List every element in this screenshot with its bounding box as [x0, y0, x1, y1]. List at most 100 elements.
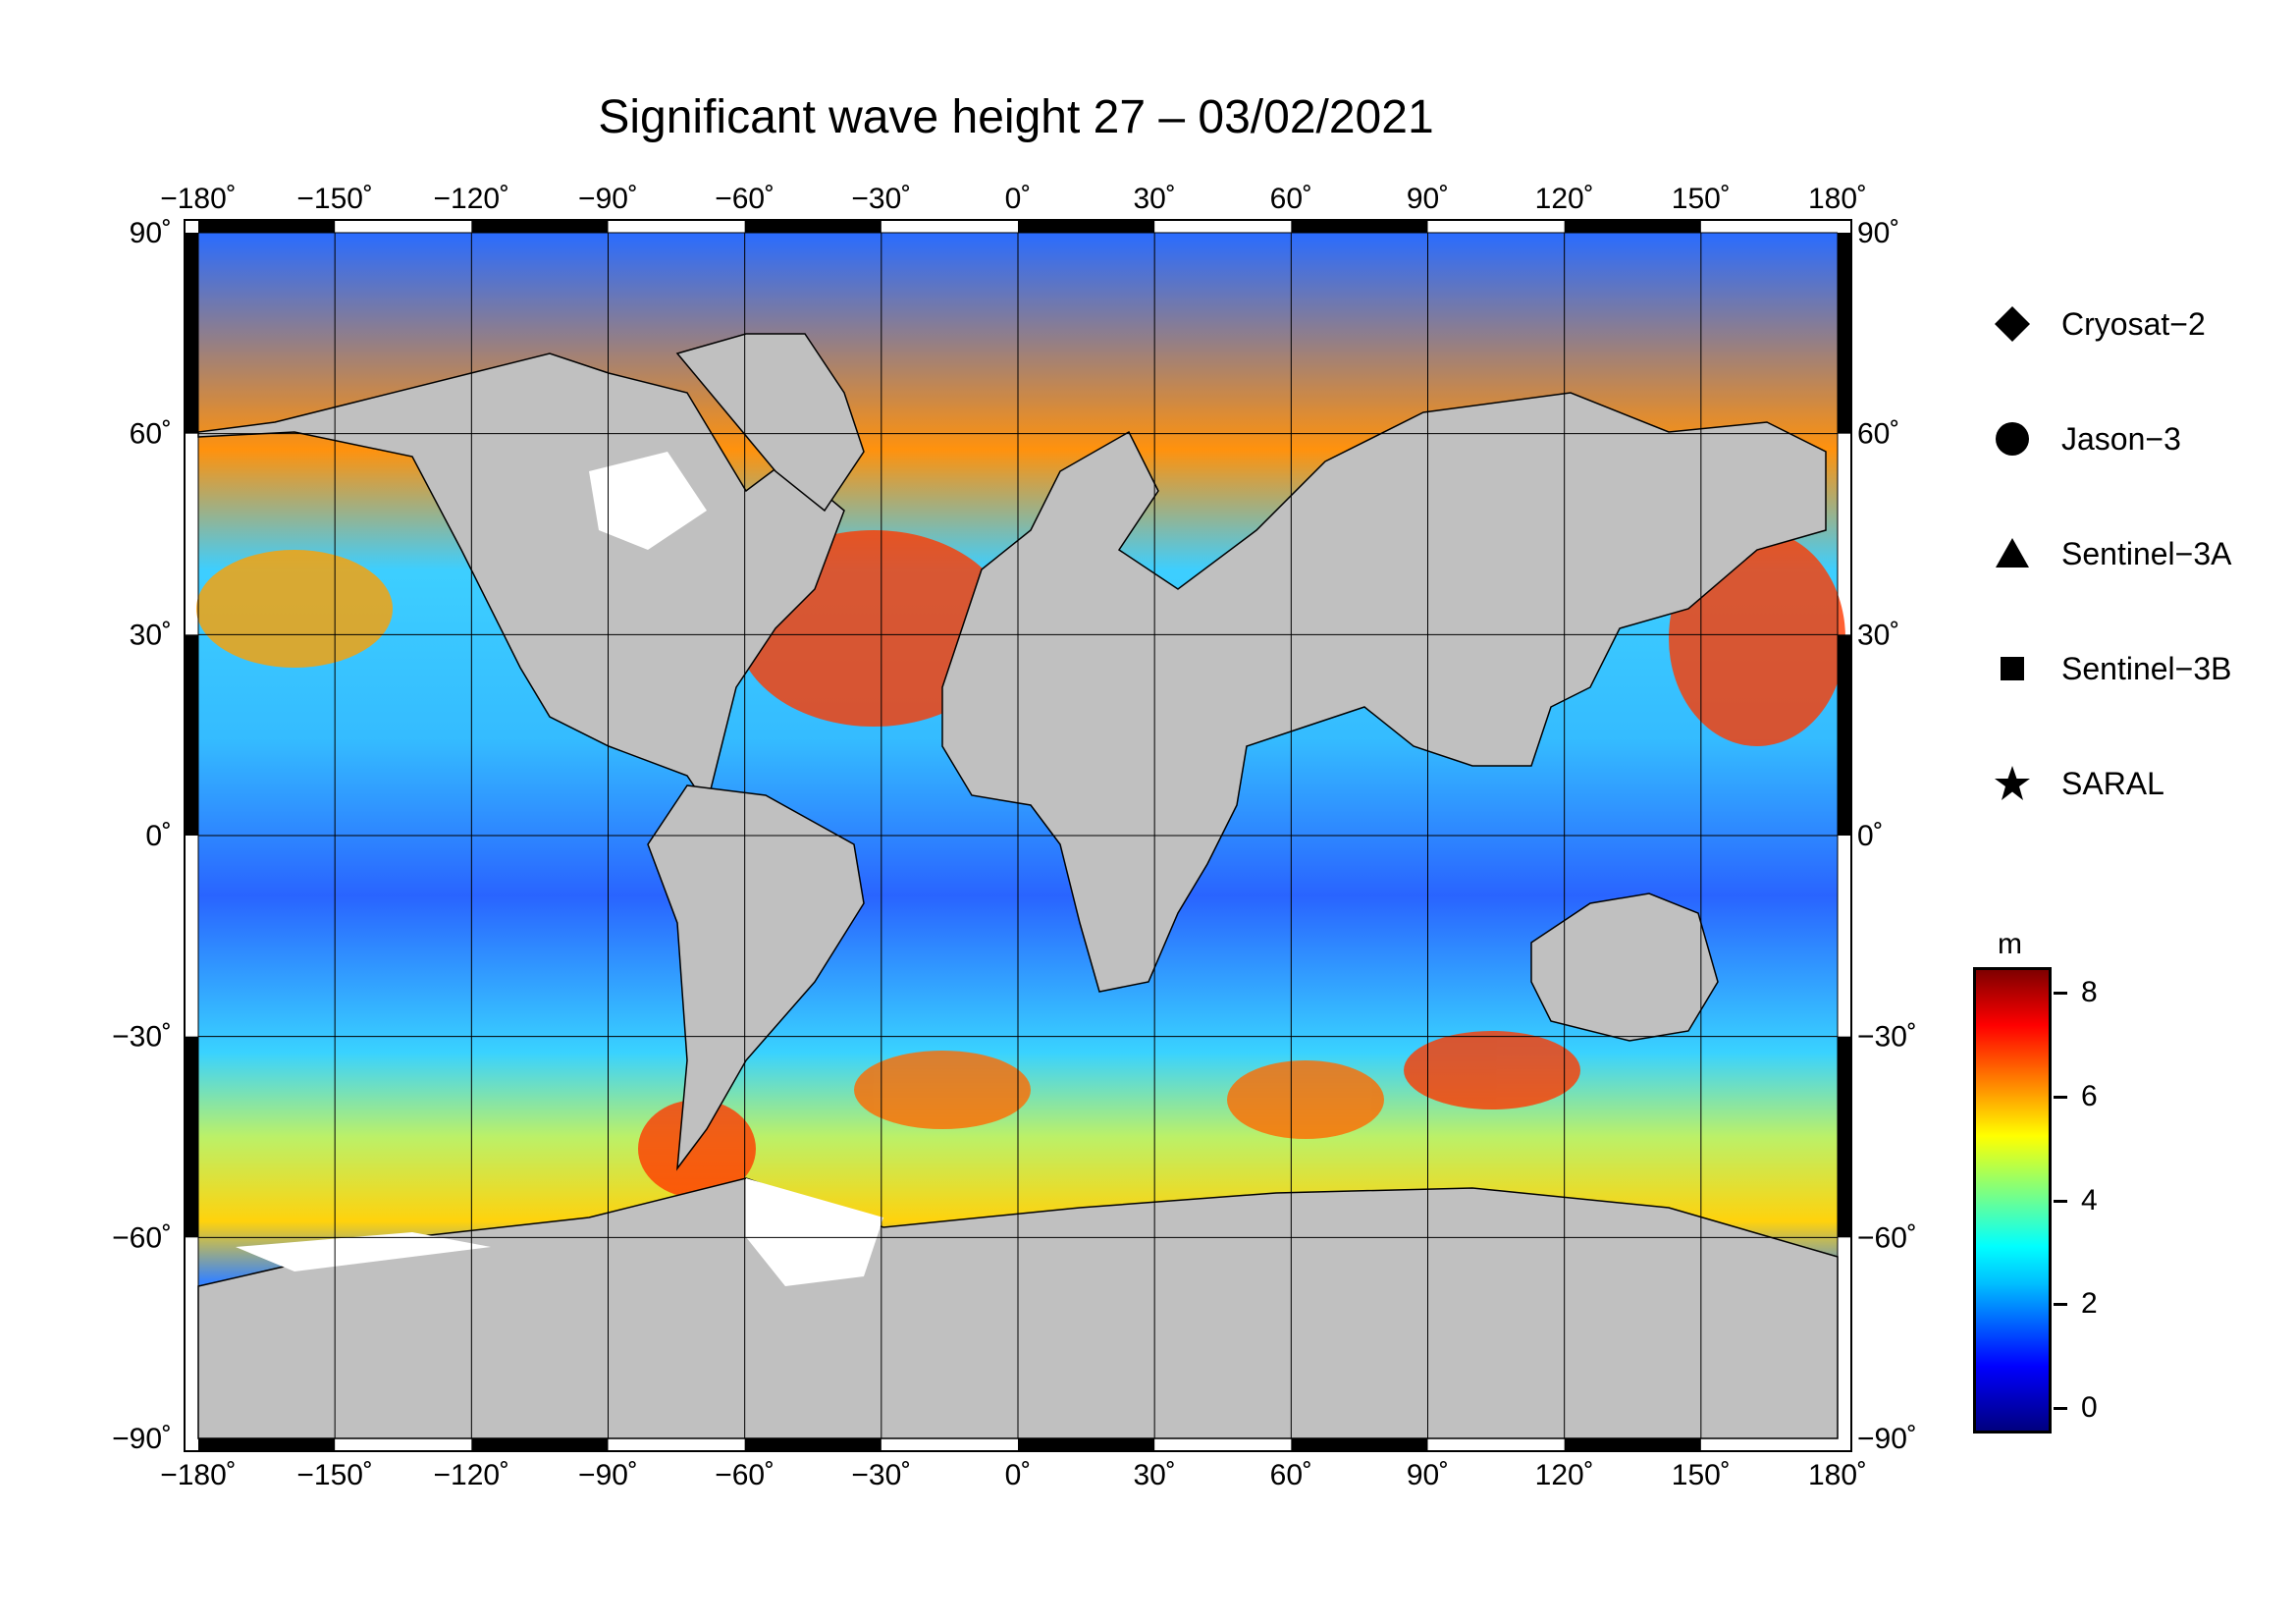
southern-ocean-hotspot-4	[638, 1100, 756, 1198]
lon-tick-label: 60˚	[1270, 1459, 1312, 1491]
north-pacific-east-hotspot	[196, 550, 393, 668]
diamond-icon	[1993, 304, 2032, 344]
lat-tick-label: 90˚	[130, 217, 172, 249]
lat-tick-label: −30˚	[1857, 1021, 1917, 1054]
legend-label: Cryosat−2	[2061, 305, 2206, 342]
frame-bar	[185, 233, 198, 434]
lon-tick-label: 120˚	[1535, 183, 1594, 215]
lat-tick-label: −90˚	[112, 1423, 172, 1455]
southern-ocean-hotspot-3	[1404, 1031, 1580, 1109]
lon-tick-label: 90˚	[1407, 183, 1449, 215]
colorbar	[1973, 967, 2052, 1434]
colorbar-tick-label: 0	[2081, 1390, 2098, 1424]
frame-bar	[1838, 233, 1851, 434]
lon-labels-top: −180˚ −150˚ −120˚ −90˚ −60˚ −30˚ 0˚ 30˚ 60˚ 90˚ 12…	[160, 183, 1867, 215]
south-america	[647, 784, 865, 1171]
lon-tick-label: 0˚	[1005, 1459, 1032, 1491]
colorbar-tick-label: 6	[2081, 1079, 2098, 1112]
lon-tick-label: −90˚	[578, 1459, 638, 1491]
lat-tick-label: 60˚	[130, 418, 172, 451]
lat-tick-label: 30˚	[1857, 619, 1899, 651]
colorbar-tick	[2054, 1406, 2067, 1410]
antarctic-ice	[746, 1178, 883, 1286]
legend-label: SARAL	[2061, 765, 2164, 801]
colorbar-tick	[2054, 992, 2067, 996]
lat-labels-left: 90˚ 60˚ 30˚ 0˚ −30˚ −60˚ −90˚	[112, 217, 172, 1455]
frame-bar	[1291, 1438, 1428, 1451]
frame-bar	[185, 634, 198, 836]
frame-bar	[185, 1036, 198, 1238]
frame-bar	[1564, 220, 1701, 233]
lat-tick-label: 0˚	[145, 820, 172, 852]
legend-label: Jason−3	[2061, 420, 2181, 457]
frame-bar	[1838, 1036, 1851, 1238]
lon-tick-label: 120˚	[1535, 1459, 1594, 1491]
frame-bar	[744, 1438, 881, 1451]
frame-bar	[744, 220, 881, 233]
frame-bar	[471, 1438, 609, 1451]
map-title: Significant wave height 27 – 03/02/2021	[598, 91, 1434, 143]
frame-bar	[198, 1438, 336, 1451]
north-america	[197, 352, 845, 807]
circle-icon	[1993, 419, 2032, 459]
southern-ocean-hotspot-1	[854, 1051, 1031, 1129]
legend-item-jason: Jason−3	[1993, 409, 2181, 468]
southern-ocean-hotspot-2	[1227, 1060, 1384, 1139]
frame-bar	[471, 220, 609, 233]
frame-bar	[1018, 1438, 1155, 1451]
lon-tick-label: 60˚	[1270, 183, 1312, 215]
africa-eurasia	[941, 392, 1827, 993]
lat-tick-label: 0˚	[1857, 820, 1884, 852]
frame-bar	[1564, 1438, 1701, 1451]
lon-tick-label: 90˚	[1407, 1459, 1449, 1491]
frame-bar	[1291, 220, 1428, 233]
colorbar-tick-label: 8	[2081, 976, 2098, 1009]
lon-tick-label: 30˚	[1133, 183, 1175, 215]
ross-ice	[236, 1232, 491, 1271]
lon-tick-label: 30˚	[1133, 1459, 1175, 1491]
australia	[1530, 893, 1719, 1042]
lon-tick-label: −180˚	[160, 183, 237, 215]
lat-tick-label: −30˚	[112, 1021, 172, 1054]
greenland	[675, 333, 865, 513]
lon-tick-label: −180˚	[160, 1459, 237, 1491]
lon-tick-label: −120˚	[434, 183, 510, 215]
hotspots	[196, 530, 1845, 1198]
lon-tick-label: 150˚	[1672, 1459, 1731, 1491]
lon-tick-label: 180˚	[1808, 1459, 1867, 1491]
colorbar-tick	[2054, 1303, 2067, 1307]
lat-tick-label: 30˚	[130, 619, 172, 651]
square-icon	[1993, 649, 2032, 688]
legend-item-sentinel-3a: Sentinel−3A	[1993, 524, 2231, 583]
lon-tick-label: −60˚	[715, 1459, 774, 1491]
lat-labels-right: 90˚ 60˚ 30˚ 0˚ −30˚ −60˚ −90˚	[1857, 217, 1917, 1455]
frame-bar	[1018, 220, 1155, 233]
frame-bar	[1838, 634, 1851, 836]
lon-tick-label: −30˚	[851, 1459, 911, 1491]
lon-tick-label: 180˚	[1808, 183, 1867, 215]
lon-tick-label: −30˚	[851, 183, 911, 215]
lon-tick-label: 150˚	[1672, 183, 1731, 215]
lon-tick-label: −90˚	[578, 183, 638, 215]
lat-tick-label: 90˚	[1857, 217, 1899, 249]
lat-tick-label: −60˚	[1857, 1221, 1917, 1254]
lat-tick-label: −60˚	[112, 1221, 172, 1254]
legend-item-cryosat: Cryosat−2	[1993, 295, 2206, 353]
frame-bar	[198, 220, 336, 233]
colorbar-tick	[2054, 1095, 2067, 1099]
legend-label: Sentinel−3A	[2061, 535, 2232, 571]
legend-label: Sentinel−3B	[2061, 650, 2232, 686]
star-icon	[1993, 764, 2032, 803]
lat-tick-label: 60˚	[1857, 418, 1899, 451]
hudson-ice	[589, 452, 707, 550]
triangle-icon	[1993, 534, 2032, 573]
frame-checker	[185, 220, 1851, 1451]
colorbar-unit: m	[1998, 928, 2022, 960]
lon-tick-label: −120˚	[434, 1459, 510, 1491]
lon-labels-bottom: −180˚ −150˚ −120˚ −90˚ −60˚ −30˚ 0˚ 30˚ 60˚ 90˚ 12…	[160, 1459, 1867, 1491]
lon-tick-label: −150˚	[296, 183, 373, 215]
colorbar-tick-label: 2	[2081, 1287, 2098, 1321]
lon-tick-label: 0˚	[1005, 183, 1032, 215]
colorbar-tick	[2054, 1199, 2067, 1203]
